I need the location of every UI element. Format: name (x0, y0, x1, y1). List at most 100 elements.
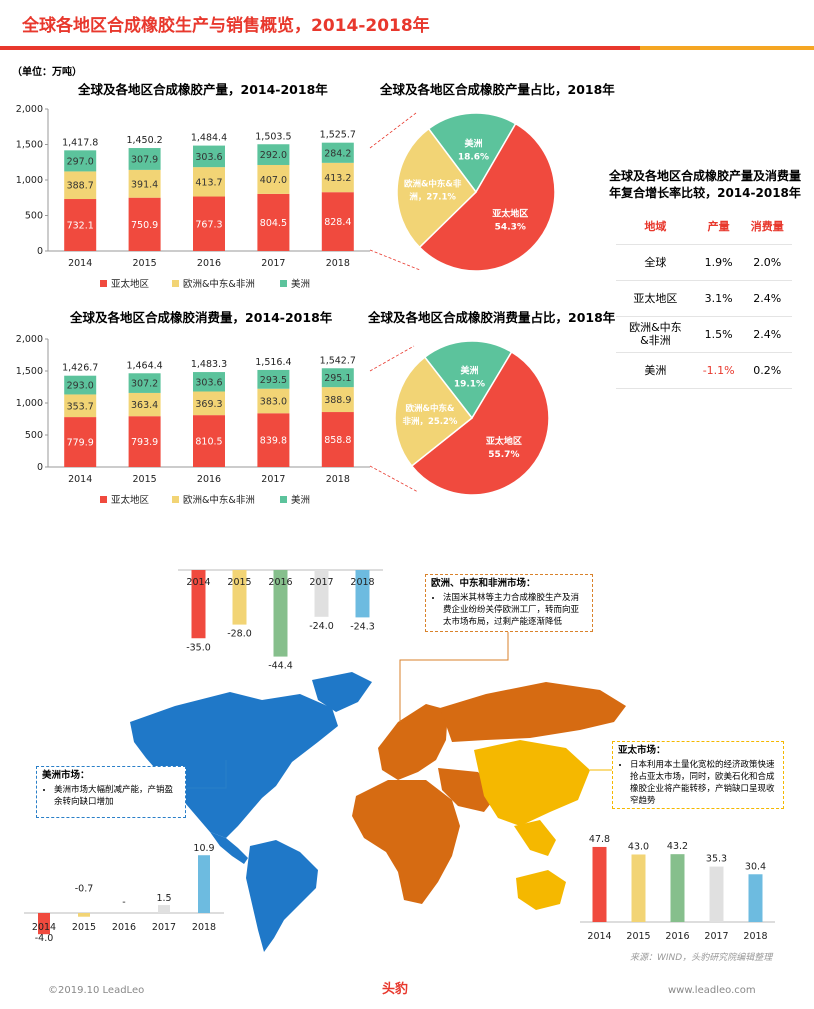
table-header: 产量 (694, 208, 743, 245)
bar-value-label: 750.9 (131, 220, 158, 231)
balance-bar (191, 570, 206, 639)
map-north-america (130, 692, 338, 838)
americas-connector (186, 760, 227, 789)
pie-value-label: 54.3% (495, 223, 526, 233)
bar-segment (257, 369, 290, 389)
balance-value-label: 43.0 (628, 841, 649, 852)
bar-segment (257, 193, 290, 251)
production-pie-title: 全球及各地区合成橡胶产量占比，2018年 (380, 82, 615, 97)
map-se-asia (514, 820, 556, 856)
balance-bar (748, 874, 763, 922)
callout-text: 法国米其林等主力合成橡胶生产及消费企业纷纷关停欧洲工厂，转而向亚太市场布局，过剩… (443, 592, 587, 628)
bar-total-label: 1,516.4 (255, 357, 291, 368)
map-australia (516, 870, 566, 910)
pie-value-label: 19.1% (454, 380, 485, 390)
bar-total-label: 1,525.7 (320, 130, 356, 141)
bar-segment (321, 142, 354, 163)
x-tick-label: 2017 (261, 258, 285, 269)
balance-year-label: 2014 (32, 922, 56, 933)
balance-year-label: 2016 (112, 922, 136, 933)
balance-value-label: -44.4 (268, 661, 293, 672)
balance-year-label: 2018 (192, 922, 216, 933)
balance-year-label: 2015 (72, 922, 96, 933)
leader-line (369, 112, 417, 149)
balance-value-label: 10.9 (193, 843, 214, 854)
balance-value-label: 47.8 (589, 834, 610, 845)
table-row: 亚太地区 3.1% 2.4% (616, 280, 792, 317)
balance-value-label: -28.0 (227, 629, 252, 640)
bar-total-label: 1,503.5 (255, 131, 291, 142)
bar-segment (257, 388, 290, 414)
table-header-row: 地域 产量 消费量 (616, 208, 792, 245)
bar-value-label: 779.9 (67, 438, 94, 449)
pie-label: 美洲 (464, 138, 482, 150)
balance-bar (355, 570, 370, 618)
balance-value-label: - (122, 897, 125, 908)
bar-segment (321, 162, 354, 193)
balance-value-label: -35.0 (186, 642, 211, 653)
bar-segment (128, 169, 161, 198)
footer-website[interactable]: www.leadleo.com (668, 985, 756, 996)
callout-title: 亚太市场： (618, 745, 666, 756)
bar-segment (193, 196, 225, 251)
pie-slice (410, 350, 550, 496)
bar-segment (128, 197, 161, 251)
bar-segment (64, 150, 97, 172)
emea-callout: 欧洲、中东和非洲市场： 法国米其林等主力合成橡胶生产及消费企业纷纷关停欧洲工厂，… (425, 574, 593, 632)
map-asia (474, 740, 590, 826)
callout-text: 美洲市场大幅削减产能，产销盈余转向缺口增加 (54, 784, 180, 808)
x-tick-label: 2018 (326, 258, 350, 269)
x-tick-label: 2016 (197, 474, 221, 485)
legend-swatch (172, 496, 179, 503)
pie-label: 亚太地区 (492, 208, 528, 220)
balance-value-label: 1.5 (156, 893, 171, 904)
pie-slice (423, 340, 513, 420)
bar-segment (64, 394, 97, 418)
table-cell-line: &非洲 (640, 334, 671, 347)
bar-total-label: 1,464.4 (126, 360, 162, 371)
balance-bar (273, 570, 288, 657)
bar-value-label: 307.9 (131, 154, 158, 165)
bar-segment (193, 391, 225, 416)
bar-segment (321, 412, 354, 467)
pie-slice (394, 356, 474, 468)
bar-segment (193, 145, 225, 168)
x-tick-label: 2015 (133, 258, 157, 269)
bar-value-label: 828.4 (324, 217, 351, 228)
balance-value-label: -4.0 (35, 933, 54, 944)
balance-year-label: 2017 (309, 577, 333, 588)
y-tick-label: 2,000 (16, 104, 43, 115)
bar-total-label: 1,417.8 (62, 137, 98, 148)
balance-bar (314, 570, 329, 617)
balance-value-label: -24.0 (309, 621, 334, 632)
table-cell: 0.2% (742, 352, 792, 389)
bar-segment (128, 392, 161, 417)
pie-slice (427, 112, 517, 194)
balance-year-label: 2015 (227, 577, 251, 588)
bar-value-label: 388.9 (324, 395, 351, 406)
bar-value-label: 413.7 (195, 177, 222, 188)
balance-bar (198, 855, 210, 913)
leader-line (369, 345, 415, 372)
balance-value-label: -24.3 (350, 621, 375, 632)
map-central-america (210, 832, 248, 864)
bar-value-label: 353.7 (67, 401, 94, 412)
bar-segment (257, 164, 290, 194)
table-cell: 2.4% (742, 316, 792, 353)
table-cell: 3.1% (694, 280, 743, 317)
legend-label: 美洲 (291, 494, 310, 506)
footer-website-link[interactable]: www.leadleo.com (668, 985, 756, 996)
map-africa (352, 780, 460, 904)
bar-segment (193, 167, 225, 197)
growth-table: 地域 产量 消费量 全球 1.9% 2.0% 亚太地区 3.1% 2.4% 欧洲… (616, 208, 792, 389)
footer-copyright: ©2019.10 LeadLeo (48, 985, 145, 996)
bar-value-label: 407.0 (260, 175, 287, 186)
bar-segment (128, 416, 161, 467)
balance-year-label: 2016 (665, 931, 689, 942)
bar-value-label: 858.8 (324, 435, 351, 446)
pie-label: 欧洲&中东& (406, 403, 455, 414)
legend-swatch (280, 280, 287, 287)
x-tick-label: 2014 (68, 258, 92, 269)
bar-total-label: 1,450.2 (126, 135, 162, 146)
